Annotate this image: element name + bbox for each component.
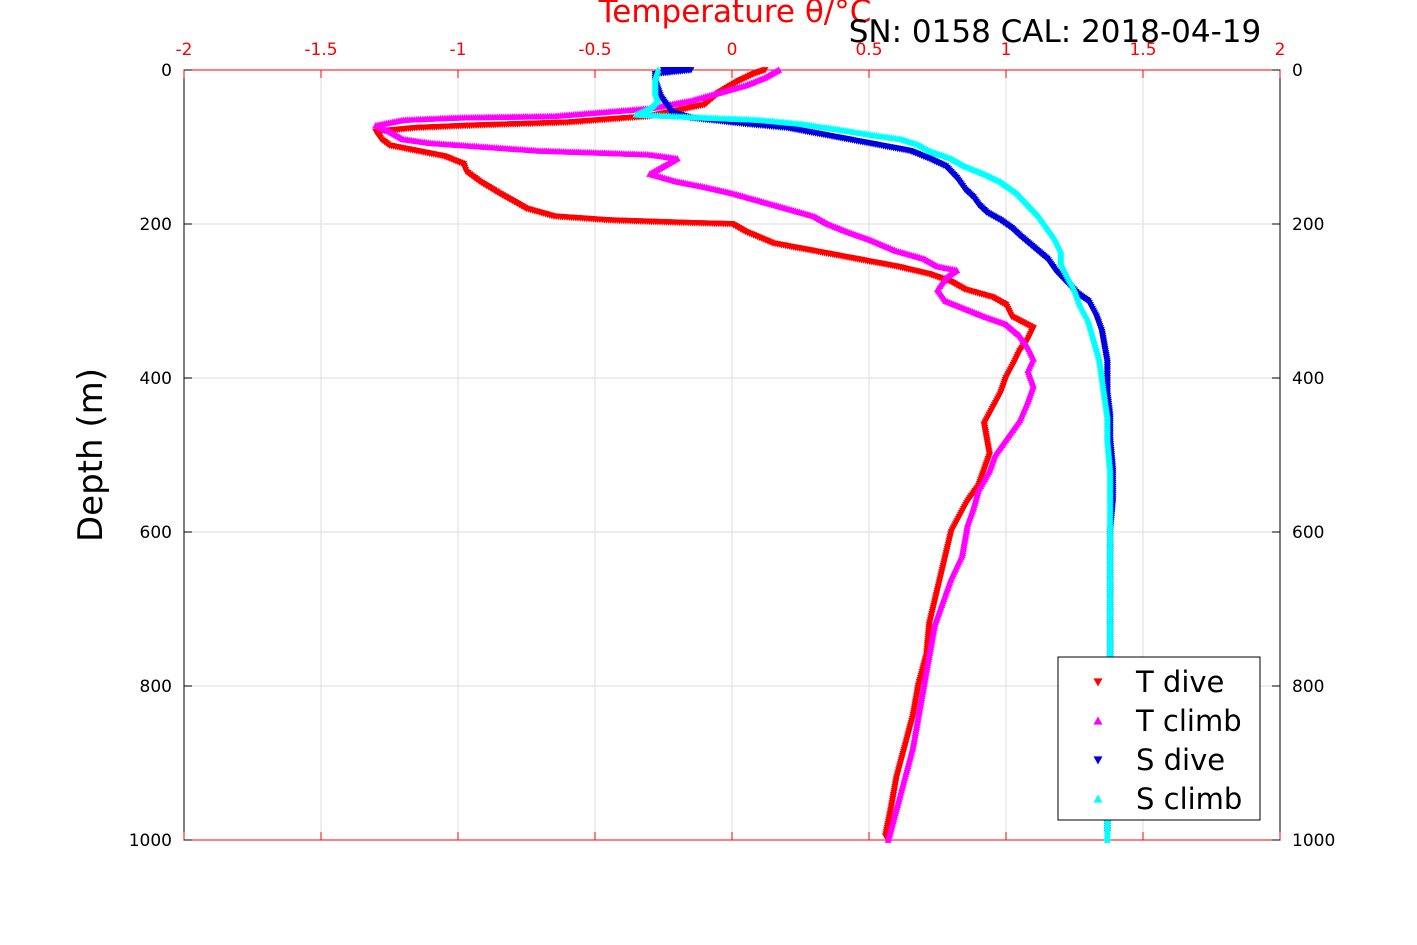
legend-label: S dive [1136, 743, 1225, 777]
legend: T dive T climb S dive S climb [1057, 656, 1261, 821]
y-axis-label: Depth (m) [71, 368, 111, 542]
data-point [1103, 836, 1111, 843]
y-tick-label-left: 0 [161, 61, 172, 81]
data-point [881, 833, 890, 840]
x-tick-label: -1 [450, 40, 467, 60]
y-tick-label-left: 400 [140, 369, 172, 389]
legend-box [1057, 656, 1261, 821]
legend-label: S climb [1136, 782, 1242, 816]
y-tick-label-right: 1000 [1292, 831, 1335, 851]
data-markers [372, 66, 1117, 843]
series-t-dive [372, 67, 1037, 840]
grid [184, 70, 1280, 840]
legend-marker [1093, 756, 1103, 765]
serial-calibration-annotation: SN: 0158 CAL: 2018-04-19 [849, 14, 1262, 50]
y-tick-label-right: 800 [1292, 677, 1324, 697]
legend-marker [1093, 716, 1103, 725]
chart-title: Temperature θ/°C [598, 0, 872, 30]
x-tick-label: 1.5 [1129, 40, 1156, 60]
y-tick-label-left: 1000 [129, 831, 172, 851]
x-tick-label: -0.5 [578, 40, 611, 60]
data-point [884, 836, 892, 843]
legend-marker [1093, 678, 1103, 687]
y-tick-label-right: 400 [1292, 369, 1324, 389]
x-tick-label: -1.5 [304, 40, 337, 60]
legend-label: T climb [1135, 704, 1242, 738]
y-tick-label-left: 200 [140, 215, 172, 235]
x-tick-label: 0.5 [855, 40, 882, 60]
y-tick-label-right: 0 [1292, 61, 1303, 81]
y-tick-label-right: 200 [1292, 215, 1324, 235]
x-tick-label: 1 [1001, 40, 1012, 60]
x-tick-label: -2 [176, 40, 193, 60]
series-t-climb [372, 66, 1037, 843]
y-tick-label-left: 600 [140, 523, 172, 543]
x-tick-label: 2 [1275, 40, 1286, 60]
series-s-climb [632, 66, 1114, 843]
legend-marker [1093, 794, 1103, 803]
legend-label: T dive [1135, 665, 1224, 699]
y-tick-label-left: 800 [140, 677, 172, 697]
x-tick-label: 0 [727, 40, 738, 60]
y-tick-label-right: 600 [1292, 523, 1324, 543]
series-s-dive [651, 67, 1117, 836]
